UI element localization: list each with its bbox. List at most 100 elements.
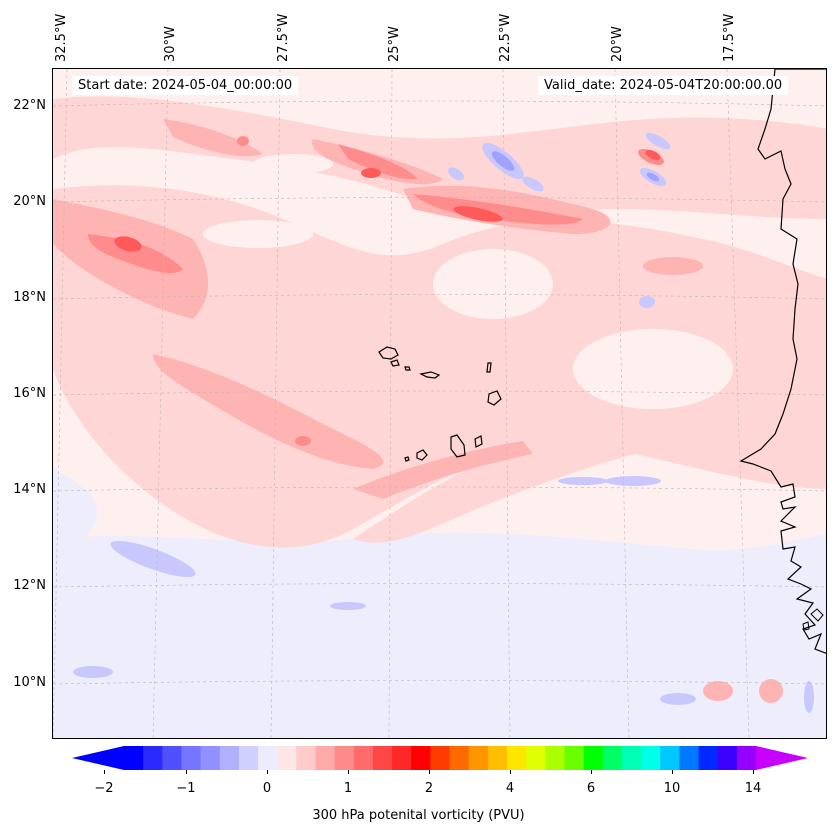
colorbar-bin xyxy=(621,746,642,770)
africa-coastline xyxy=(739,69,826,654)
salmon-region-nw xyxy=(88,234,183,274)
colorbar-tick-label: 14 xyxy=(744,781,762,796)
lon-label-27-5w: 27.5°W xyxy=(276,13,291,62)
colorbar-tickmark xyxy=(510,770,511,774)
colorbar-tick-label: −1 xyxy=(176,781,196,796)
island-fogo xyxy=(416,449,428,461)
island-santiago xyxy=(450,434,466,458)
blue-patch-mid-2 xyxy=(605,476,661,486)
lat-label-18n: 18°N xyxy=(13,290,46,305)
bijagos-island-1 xyxy=(810,608,824,622)
colorbar-tick-label: −2 xyxy=(94,781,114,796)
colorbar-bin xyxy=(277,746,297,770)
lon-label-17-5w: 17.5°W xyxy=(722,13,737,62)
blue-patch-sw xyxy=(110,540,196,578)
salmon-patch-n xyxy=(338,144,418,180)
white-patch-nw xyxy=(203,220,313,248)
island-boa-vista xyxy=(487,390,502,406)
colorbar-tickmark xyxy=(104,770,105,774)
pink-patch-ne xyxy=(643,257,703,275)
colorbar-bin xyxy=(660,746,680,770)
red-core-n xyxy=(361,168,381,178)
lat-label-14n: 14°N xyxy=(13,482,46,497)
lat-label-22n: 22°N xyxy=(13,98,46,113)
colorbar-tick-label: 4 xyxy=(505,781,515,796)
blue-vortex-5-core xyxy=(646,172,660,182)
colorbar-tickmark xyxy=(429,770,430,774)
colorbar-bin xyxy=(430,746,451,770)
island-brava xyxy=(404,456,410,462)
blue-patch-s xyxy=(330,602,366,610)
lat-label-10n: 10°N xyxy=(13,675,46,690)
colorbar-bin xyxy=(200,746,221,770)
salmon-dot-n xyxy=(237,136,249,146)
colorbar-tick-label: 0 xyxy=(262,781,272,796)
colorbar-bin xyxy=(545,746,565,770)
island-sal xyxy=(486,362,492,373)
colorbar-bin xyxy=(258,746,278,770)
colorbar-bin xyxy=(124,746,144,770)
pink-streak-mid xyxy=(353,441,533,499)
light-pink-north xyxy=(53,96,826,219)
colorbar-label: 300 hPa potenital vorticity (PVU) xyxy=(312,808,525,823)
light-pink-band xyxy=(53,185,826,548)
lon-label-20w: 20°W xyxy=(610,26,625,62)
colorbar-bin xyxy=(679,746,700,770)
graticule xyxy=(53,69,826,738)
blue-vortex-1-core xyxy=(491,151,515,171)
colorbar-under-arrow xyxy=(72,746,124,770)
blue-patch-se-2 xyxy=(804,681,814,713)
colorbar-over-arrow xyxy=(756,746,808,770)
lon-label-25w: 25°W xyxy=(387,26,402,62)
cape-verde-islands xyxy=(378,346,502,462)
colorbar-bin xyxy=(353,746,374,770)
colorbar-bin xyxy=(507,746,527,770)
pv-field xyxy=(53,69,826,738)
island-sao-vicente xyxy=(390,359,400,367)
blue-vortex-3 xyxy=(522,176,544,192)
blue-vortex-6 xyxy=(639,296,655,308)
lon-label-22-5w: 22.5°W xyxy=(498,13,513,62)
light-pink-filament xyxy=(353,420,693,543)
colorbar-tickmark xyxy=(591,770,592,774)
island-maio xyxy=(474,435,483,448)
lon-label-30w: 30°W xyxy=(163,26,178,62)
colorbar xyxy=(72,746,808,770)
colorbar-bin xyxy=(468,746,489,770)
colorbar-bin xyxy=(181,746,202,770)
blue-patch-mid xyxy=(558,477,608,485)
colorbar-svg xyxy=(72,746,808,770)
lon-label-32-5w: 32.5°W xyxy=(54,13,69,62)
colorbar-bin xyxy=(411,746,431,770)
colorbar-bin xyxy=(736,746,757,770)
white-patch-center xyxy=(433,249,553,319)
colorbar-bins xyxy=(124,746,757,770)
pink-patch-se-2 xyxy=(759,679,783,703)
colorbar-tickmark xyxy=(753,770,754,774)
white-patch-east xyxy=(573,329,733,409)
colorbar-tick-label: 2 xyxy=(424,781,434,796)
blue-patch-far-sw xyxy=(73,666,113,678)
colorbar-bin xyxy=(698,746,719,770)
colorbar-bin xyxy=(392,746,412,770)
colorbar-bin xyxy=(162,746,182,770)
valid-date-label: Valid_date: 2024-05-04T20:00:00.00 xyxy=(538,76,789,95)
colorbar-bin xyxy=(602,746,623,770)
salmon-jet xyxy=(413,194,583,225)
colorbar-tick-label: 6 xyxy=(586,781,596,796)
colorbar-bin xyxy=(296,746,317,770)
colorbar-bin xyxy=(219,746,240,770)
red-core-jet xyxy=(453,206,503,222)
colorbar-tickmark xyxy=(672,770,673,774)
colorbar-bin xyxy=(449,746,470,770)
colorbar-bin xyxy=(583,746,604,770)
pink-streak-sw xyxy=(153,354,384,469)
colorbar-bin xyxy=(238,746,259,770)
start-date-label: Start date: 2024-05-04_00:00:00 xyxy=(72,76,299,95)
colorbar-tick-label: 10 xyxy=(663,781,681,796)
colorbar-tick-label: 1 xyxy=(343,781,353,796)
colorbar-bin xyxy=(641,746,661,770)
colorbar-bin xyxy=(334,746,355,770)
colorbar-bin xyxy=(372,746,393,770)
salmon-dot-sw xyxy=(295,436,311,446)
